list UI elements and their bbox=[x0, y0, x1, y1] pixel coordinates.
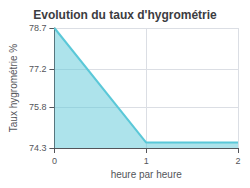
svg-text:Evolution du taux d'hygrométri: Evolution du taux d'hygrométrie bbox=[33, 8, 217, 22]
svg-text:Taux hygrométrie %: Taux hygrométrie % bbox=[8, 44, 19, 132]
svg-text:0: 0 bbox=[52, 156, 57, 166]
svg-text:78.7: 78.7 bbox=[29, 23, 47, 33]
svg-text:77.2: 77.2 bbox=[29, 64, 47, 74]
svg-text:75.8: 75.8 bbox=[29, 102, 47, 112]
svg-text:74.3: 74.3 bbox=[29, 143, 47, 153]
svg-text:2: 2 bbox=[235, 156, 240, 166]
svg-text:heure par heure: heure par heure bbox=[111, 169, 183, 180]
svg-text:1: 1 bbox=[144, 156, 149, 166]
